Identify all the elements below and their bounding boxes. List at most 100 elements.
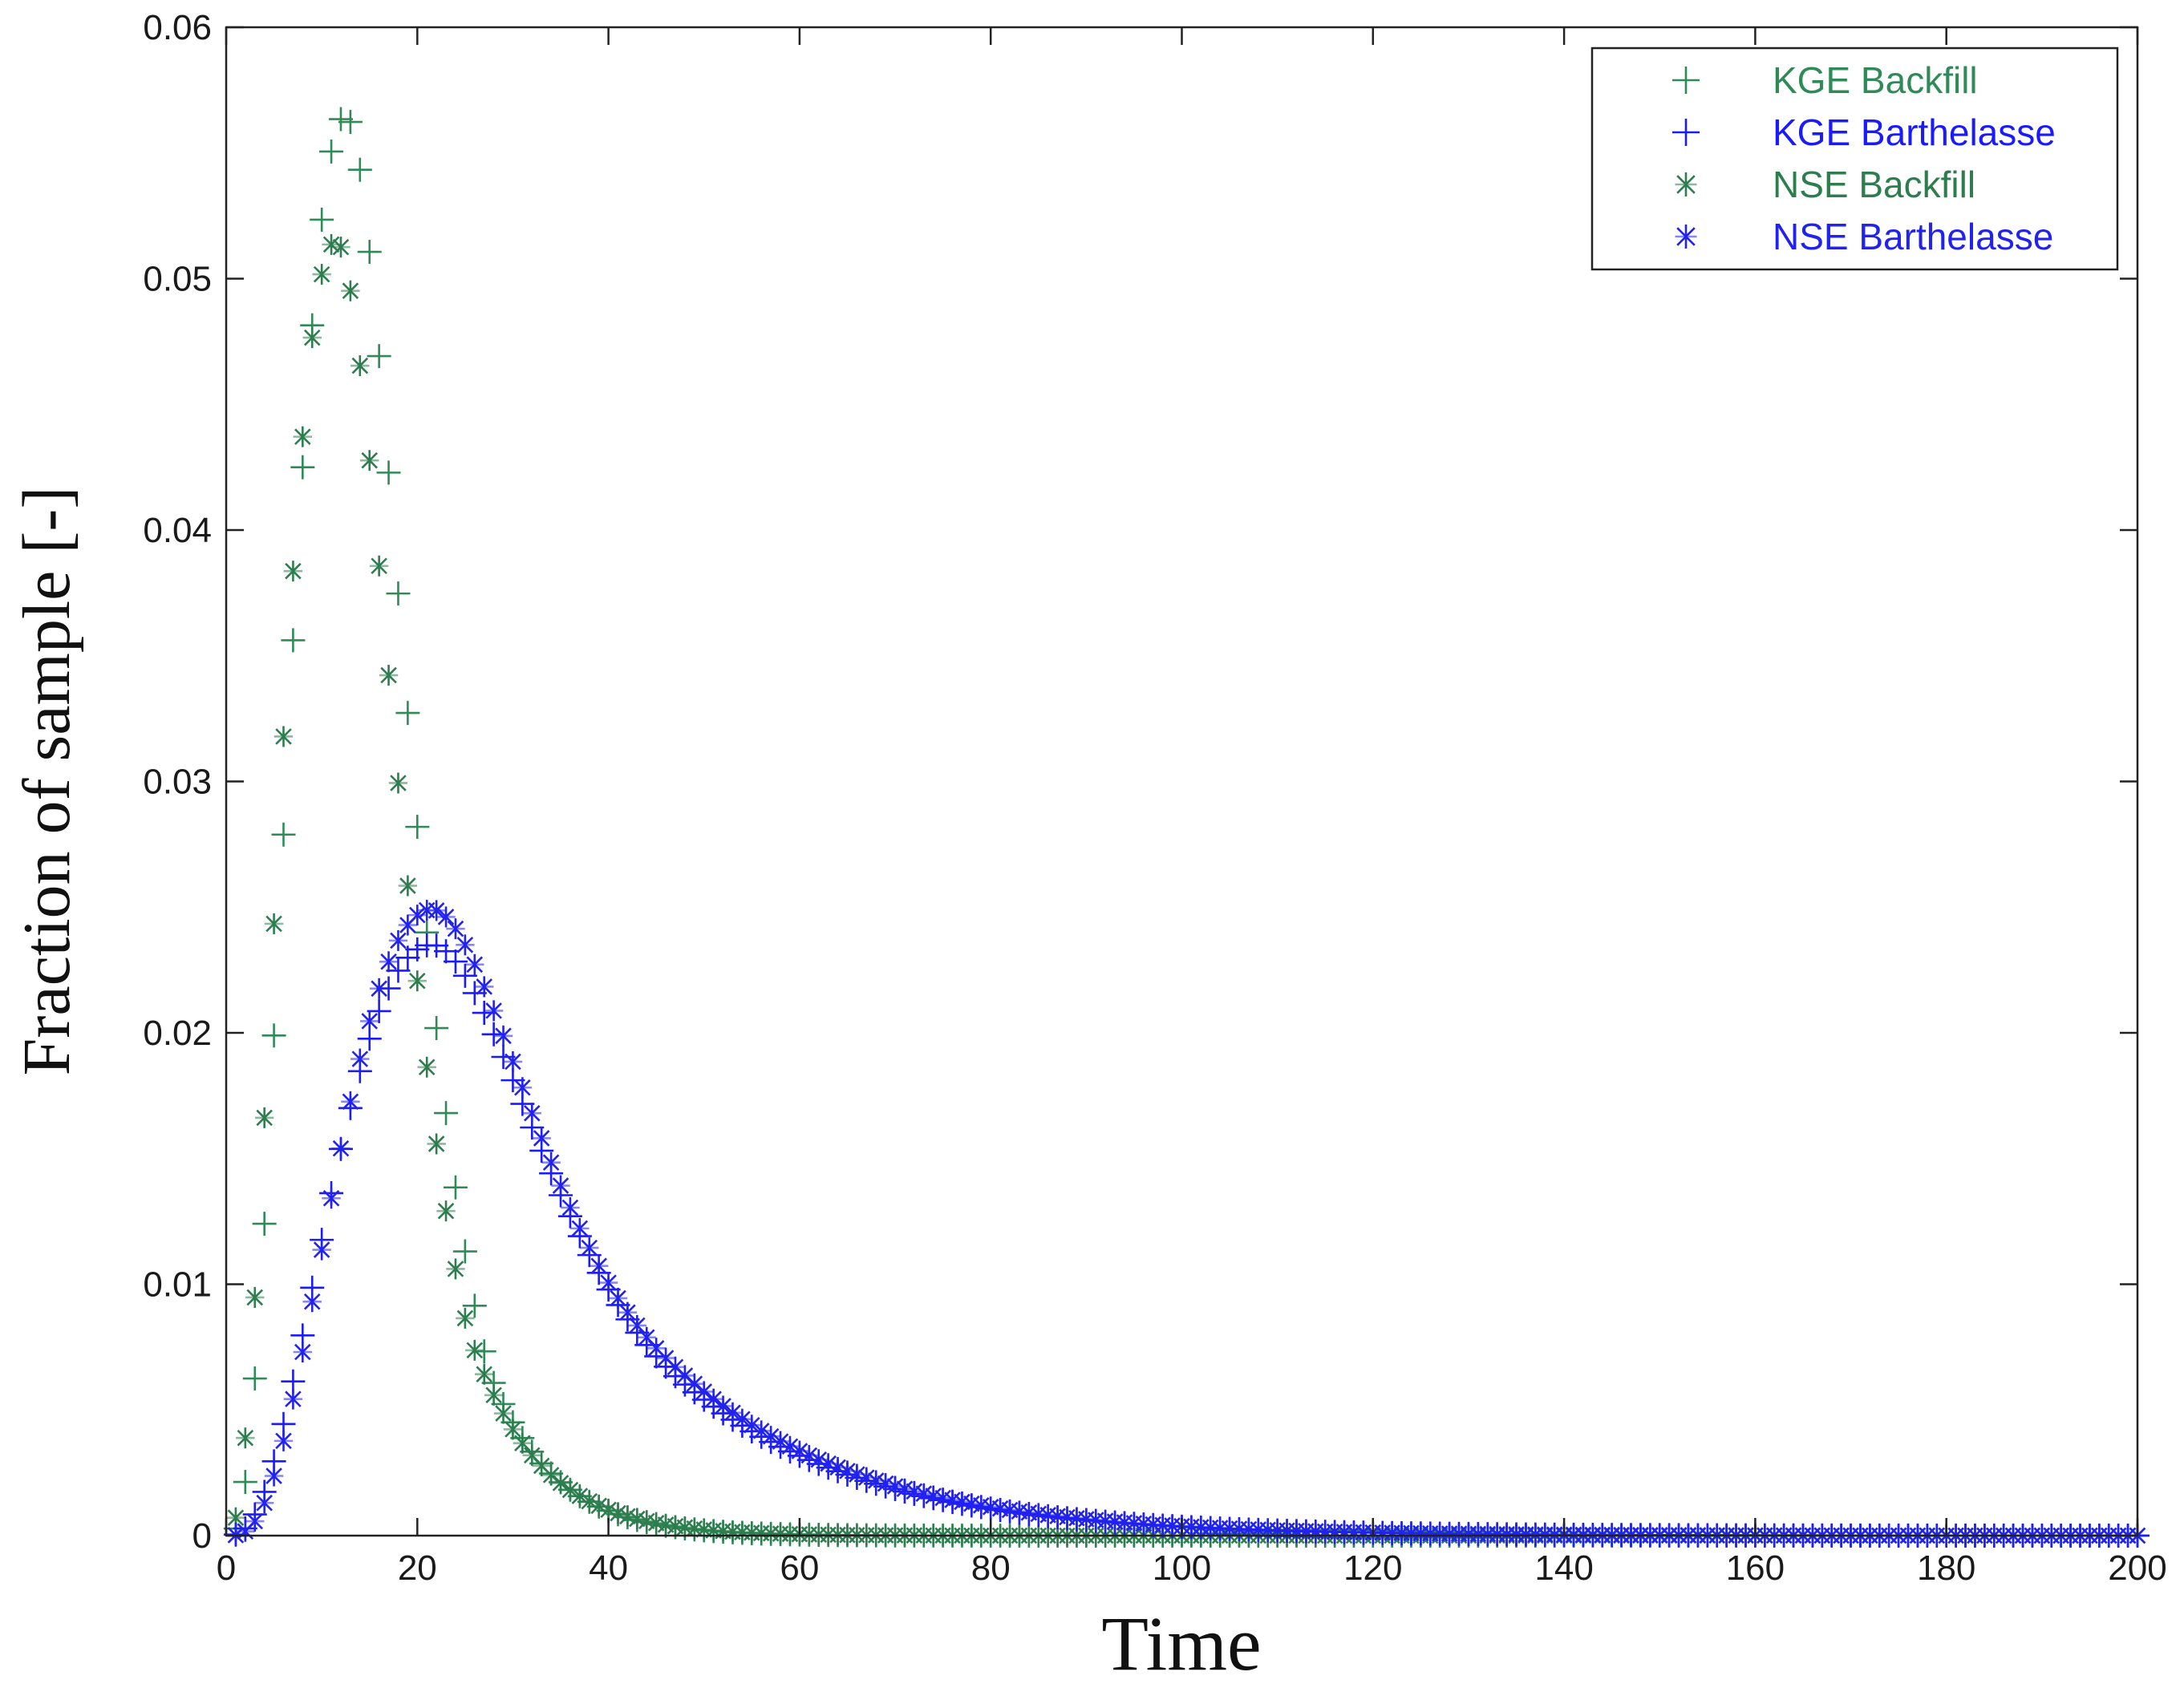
plot-markers xyxy=(223,107,2150,1548)
data-point xyxy=(1010,1500,1029,1522)
legend-marker xyxy=(1675,225,1697,249)
x-axis-title: Time xyxy=(1101,1601,1261,1686)
x-tick-label: 0 xyxy=(217,1548,236,1588)
data-point xyxy=(338,110,363,135)
data-point xyxy=(341,280,360,302)
data-point xyxy=(1047,1505,1068,1527)
data-point xyxy=(427,1133,446,1155)
data-point xyxy=(310,207,334,232)
data-point xyxy=(302,327,322,349)
data-point xyxy=(828,1456,848,1478)
data-point xyxy=(847,1463,867,1485)
data-point xyxy=(398,875,418,897)
data-point xyxy=(503,1419,523,1440)
data-point xyxy=(369,978,389,999)
data-point xyxy=(347,157,372,182)
data-point xyxy=(465,1339,484,1361)
y-tick-label: 0.05 xyxy=(143,260,212,299)
data-point xyxy=(254,1107,274,1128)
data-point xyxy=(627,1508,647,1530)
data-point xyxy=(598,1272,618,1293)
data-point xyxy=(322,233,341,255)
data-point xyxy=(434,939,459,964)
data-point xyxy=(424,933,449,958)
data-point xyxy=(666,1516,685,1537)
y-tick-label: 0 xyxy=(192,1516,212,1556)
y-tick-label: 0.02 xyxy=(143,1014,212,1053)
series-nse-backfill xyxy=(226,233,2147,1546)
data-point xyxy=(233,1470,257,1495)
data-point xyxy=(685,1373,704,1394)
data-point xyxy=(713,1395,733,1417)
data-point xyxy=(452,1239,477,1264)
data-point xyxy=(388,929,408,951)
data-point xyxy=(561,1479,580,1501)
data-point xyxy=(271,822,296,847)
legend-marker xyxy=(1672,67,1700,94)
legend-label: NSE Barthelasse xyxy=(1773,216,2053,257)
data-point xyxy=(252,1212,277,1237)
data-point xyxy=(608,1287,628,1309)
data-point xyxy=(475,976,494,998)
data-point xyxy=(465,953,484,975)
x-ticks: 0 20 40 60 80 100 120 140 160 180 200 xyxy=(217,27,2167,1588)
data-point xyxy=(876,1473,895,1495)
series-kge-barthelasse xyxy=(223,933,2150,1548)
data-point xyxy=(695,1381,714,1403)
data-point xyxy=(245,1511,265,1532)
data-point xyxy=(462,1293,487,1318)
data-point xyxy=(283,561,303,582)
data-point xyxy=(293,1342,313,1363)
data-point xyxy=(1029,1503,1048,1524)
data-point xyxy=(446,1258,465,1280)
data-point xyxy=(283,1388,303,1410)
data-point xyxy=(475,1363,494,1385)
data-point xyxy=(312,264,331,285)
data-point xyxy=(290,455,315,480)
data-point xyxy=(350,1048,370,1070)
data-point xyxy=(379,951,399,973)
data-point xyxy=(443,1175,468,1200)
data-point xyxy=(513,1077,533,1099)
data-point xyxy=(388,772,408,794)
data-point xyxy=(274,726,294,747)
x-tick-label: 60 xyxy=(780,1548,819,1588)
y-tick-label: 0.06 xyxy=(143,8,212,47)
data-point xyxy=(302,1291,322,1313)
data-point xyxy=(732,1408,752,1430)
y-tick-label: 0.04 xyxy=(143,511,212,550)
data-point xyxy=(589,1255,609,1277)
data-point xyxy=(895,1478,914,1500)
data-point xyxy=(424,1016,449,1041)
legend-entries: KGE Backfill KGE Barthelasse NSE Backfill N… xyxy=(1672,59,2056,257)
data-point xyxy=(436,1200,456,1222)
legend-label: KGE Backfill xyxy=(1773,59,1978,101)
data-point xyxy=(245,1286,265,1308)
y-ticks: 0 0.01 0.02 0.03 0.04 0.05 0.06 xyxy=(143,8,2137,1556)
x-tick-label: 120 xyxy=(1343,1548,1402,1588)
series-kge-backfill xyxy=(223,107,2150,1548)
data-point xyxy=(446,918,465,940)
data-point xyxy=(341,1091,360,1112)
data-point xyxy=(570,1485,590,1507)
legend-marker xyxy=(1675,172,1697,196)
data-point xyxy=(312,1239,331,1261)
legend: KGE Backfill KGE Barthelasse NSE Backfill N… xyxy=(1590,47,2119,271)
x-tick-label: 20 xyxy=(398,1548,437,1588)
data-point xyxy=(866,1470,885,1492)
data-point xyxy=(379,665,399,686)
data-point xyxy=(484,1384,504,1406)
data-point xyxy=(885,1475,905,1497)
data-point xyxy=(456,1307,475,1329)
data-point xyxy=(493,1403,513,1424)
data-point xyxy=(971,1495,991,1516)
legend-label: KGE Barthelasse xyxy=(1773,111,2056,153)
x-tick-label: 80 xyxy=(971,1548,1011,1588)
legend-label: NSE Backfill xyxy=(1773,164,1975,205)
x-tick-label: 100 xyxy=(1153,1548,1211,1588)
data-point xyxy=(405,937,430,961)
data-point xyxy=(417,1056,436,1078)
data-point xyxy=(242,1366,267,1391)
data-point xyxy=(360,450,379,472)
data-point xyxy=(703,1388,723,1410)
